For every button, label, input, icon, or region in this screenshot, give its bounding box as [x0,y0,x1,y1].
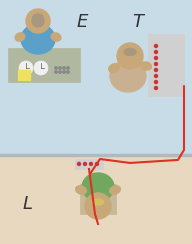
Bar [80,184,116,214]
Circle shape [63,67,65,69]
Ellipse shape [15,33,25,41]
Circle shape [55,71,57,73]
Text: L: L [23,195,33,213]
Circle shape [155,69,157,71]
Ellipse shape [124,49,136,55]
Ellipse shape [76,186,86,194]
Bar [0,155,192,244]
Bar [148,34,184,96]
Circle shape [84,163,87,165]
Ellipse shape [51,33,61,41]
Circle shape [85,193,111,219]
Text: T: T [132,13,143,31]
Circle shape [55,67,57,69]
Text: E: E [76,13,88,31]
Bar [75,159,103,169]
Ellipse shape [32,15,44,27]
Circle shape [19,61,33,75]
Circle shape [155,57,157,60]
Bar [8,48,80,82]
Circle shape [59,71,61,73]
Ellipse shape [93,199,103,205]
Circle shape [117,43,143,69]
Circle shape [89,163,93,165]
Circle shape [34,61,48,75]
Polygon shape [18,70,30,80]
Ellipse shape [109,64,119,72]
Circle shape [78,163,80,165]
Circle shape [26,9,50,33]
Circle shape [67,71,69,73]
Ellipse shape [110,60,146,92]
Circle shape [155,51,157,53]
Ellipse shape [33,14,43,20]
Circle shape [59,67,61,69]
Circle shape [155,81,157,83]
Circle shape [63,71,65,73]
Ellipse shape [82,173,114,201]
Circle shape [95,163,98,165]
Ellipse shape [110,186,120,194]
Circle shape [155,74,157,78]
Bar [0,0,192,155]
Circle shape [155,87,157,90]
Circle shape [155,62,157,65]
Circle shape [67,67,69,69]
Circle shape [155,44,157,48]
Ellipse shape [21,24,55,54]
Ellipse shape [141,62,151,70]
